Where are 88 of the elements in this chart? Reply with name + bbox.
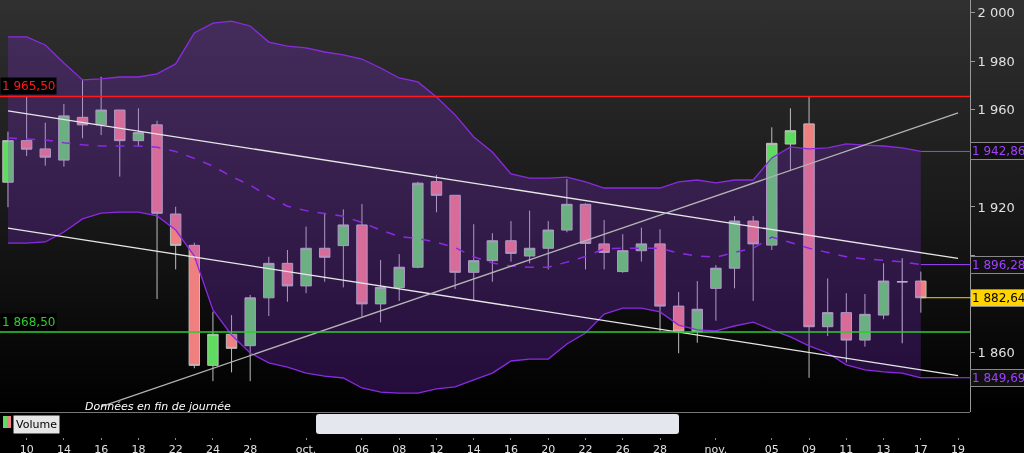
candlestick	[617, 233, 629, 274]
x-tick-label: 22	[578, 443, 593, 453]
candlestick	[710, 264, 722, 322]
candlestick	[821, 277, 834, 337]
annotation: 1 849,69	[972, 371, 1024, 385]
candlestick	[114, 109, 126, 178]
candlestick	[169, 206, 182, 270]
candlestick	[281, 249, 294, 303]
x-tick-label: 20	[541, 443, 556, 453]
candlestick	[915, 271, 927, 314]
candlestick	[300, 226, 312, 294]
line-series	[7, 20, 922, 189]
x-tick-label: 26	[615, 443, 630, 453]
candlestick	[672, 291, 685, 354]
x-tick-label: 06	[354, 443, 369, 453]
x-tick-label: 18	[131, 443, 146, 453]
x-tick-label: 16	[503, 443, 518, 453]
x-tick-label: 12	[429, 443, 444, 453]
candlestick	[95, 76, 107, 136]
candlestick	[691, 280, 703, 344]
candlestick	[430, 174, 443, 213]
candlestick	[468, 223, 480, 301]
candlestick	[263, 256, 275, 317]
candlestick	[747, 215, 759, 302]
x-tick-label: 14	[56, 443, 71, 453]
candlestick	[412, 181, 424, 269]
y-tick-label: 1 960	[977, 102, 1015, 118]
annotation: 1 942,86	[972, 144, 1024, 158]
candlestick	[20, 96, 33, 157]
candlestick	[579, 202, 592, 270]
candlestick	[76, 79, 89, 139]
candlestick	[635, 227, 648, 263]
x-tick-label: 14	[466, 443, 481, 453]
y-tick-label: 2 000	[977, 5, 1015, 21]
candlestick	[393, 253, 405, 302]
x-tick-label: 11	[839, 443, 854, 453]
x-tick-label: nov.	[704, 443, 728, 453]
candlestick	[505, 220, 517, 263]
candlestick	[318, 212, 331, 283]
candlestick	[244, 294, 256, 382]
x-tick-label: oct.	[295, 443, 317, 453]
ref-line-label: 1 965,50	[2, 79, 56, 93]
candlestick	[542, 220, 554, 270]
line-series	[7, 137, 922, 268]
x-tick-label: 24	[205, 443, 220, 453]
candlestick	[151, 120, 163, 300]
x-tick-label: 19	[951, 443, 966, 453]
annotation: 1 896,28	[972, 258, 1024, 272]
candlestick	[728, 215, 741, 289]
candlestick	[58, 103, 70, 168]
candlestick	[859, 293, 871, 348]
candlestick	[39, 122, 51, 167]
candlestick	[486, 232, 499, 283]
candlestick	[877, 262, 890, 320]
ref-line-label: 1 868,50	[2, 315, 56, 329]
candlestick	[356, 203, 368, 318]
candlestick	[374, 259, 387, 323]
line-series	[7, 211, 922, 394]
y-tick-label: 1 980	[977, 53, 1015, 69]
annotation: 1 882,64	[972, 291, 1024, 305]
candlestick	[598, 219, 610, 270]
annotation: Données en fin de journée	[85, 400, 231, 413]
x-tick-label: 28	[653, 443, 668, 453]
candlestick	[561, 178, 573, 233]
candlestick	[840, 292, 853, 363]
candlestick	[523, 210, 536, 264]
y-tick-label: 1 920	[977, 199, 1015, 215]
x-tick-label: 22	[168, 443, 183, 453]
candlestick	[188, 242, 201, 369]
candlestick	[132, 107, 145, 148]
candlestick	[766, 126, 778, 251]
candlestick	[225, 314, 238, 373]
candlestick	[654, 228, 666, 333]
x-tick-label: 09	[802, 443, 817, 453]
candlestick	[337, 208, 350, 288]
x-tick-label: 28	[243, 443, 258, 453]
candlestick	[449, 194, 461, 290]
text: Volume	[16, 418, 58, 431]
x-tick-label: 17	[913, 443, 928, 453]
candlestick	[2, 131, 14, 208]
x-tick-label: 13	[876, 443, 891, 453]
x-tick-label: 16	[94, 443, 109, 453]
y-tick-label: 1 860	[977, 345, 1015, 361]
x-tick-label: 05	[764, 443, 779, 453]
x-tick-label: 08	[392, 443, 407, 453]
candlestick	[207, 311, 219, 382]
candlestick	[896, 257, 908, 344]
x-tick-label: 10	[19, 443, 34, 453]
